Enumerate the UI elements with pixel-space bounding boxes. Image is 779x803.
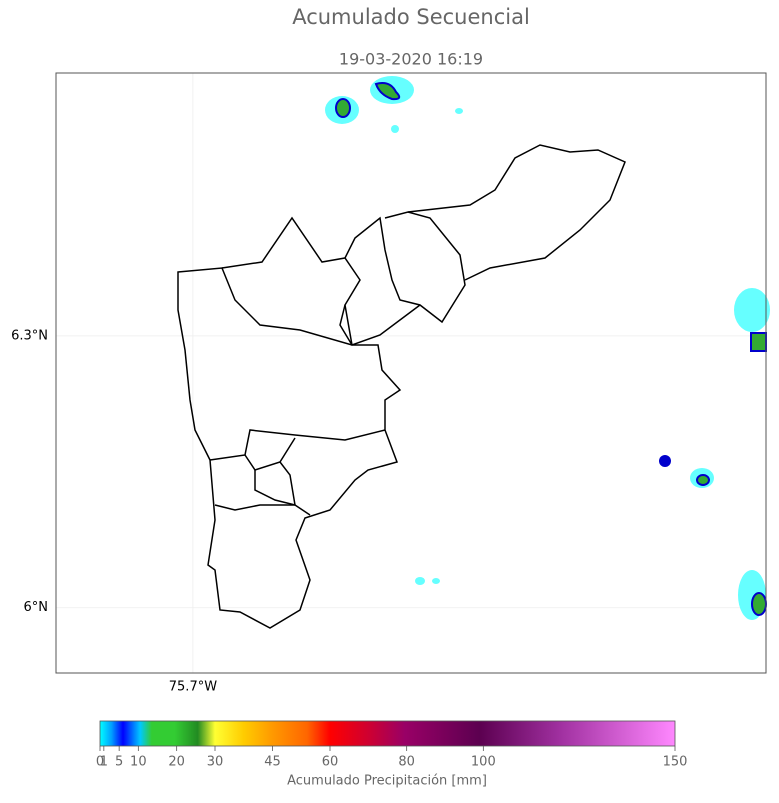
colorbar-tick-label: 30 [207, 755, 224, 770]
colorbar-label: Acumulado Precipitación [mm] [287, 774, 487, 789]
rain-cell [391, 125, 399, 133]
rain-cell [659, 455, 671, 467]
boundary [339, 304, 421, 346]
colorbar-tick-label: 60 [322, 755, 339, 770]
rain-cell [415, 577, 425, 585]
boundary [407, 144, 626, 281]
boundary [344, 211, 466, 324]
y-tick-label: 6.3°N [11, 328, 48, 343]
rain-core [696, 474, 710, 486]
rain-core [750, 332, 767, 352]
boundary [254, 461, 296, 507]
colorbar-tick-label: 80 [398, 755, 415, 770]
rain-cell [432, 578, 440, 584]
colorbar-axis: 01 5 10 20 30 45 60 80 100 150 [96, 746, 688, 770]
title: Acumulado Secuencial [292, 5, 530, 29]
subtitle: 19-03-2020 16:19 [339, 50, 483, 69]
rain-core [335, 98, 351, 118]
colorbar-tick-label: 150 [663, 755, 688, 770]
boundary [244, 437, 296, 471]
map-frame [55, 72, 767, 674]
rain-cell [455, 108, 463, 114]
colorbar-tick-label: 45 [264, 755, 281, 770]
boundary [209, 429, 386, 461]
colorbar-tick-label: 10 [130, 755, 147, 770]
rain-core [374, 82, 401, 101]
colorbar-tick-label: 0 [96, 755, 104, 770]
colorbar-tick-label: 100 [471, 755, 496, 770]
y-tick-label: 6°N [24, 600, 49, 615]
boundary [221, 216, 361, 346]
colorbar-tick-label: 5 [115, 755, 123, 770]
boundaries [177, 144, 626, 629]
precipitation [325, 76, 770, 620]
rain-cell [734, 288, 770, 332]
colorbar-tick-label: 1 [100, 755, 108, 770]
rain-core [751, 592, 767, 616]
grid [56, 73, 766, 673]
x-tick-label: 75.7°W [169, 680, 217, 695]
colorbar-tick-label: 20 [168, 755, 185, 770]
colorbar [99, 720, 676, 747]
boundary [214, 504, 311, 516]
